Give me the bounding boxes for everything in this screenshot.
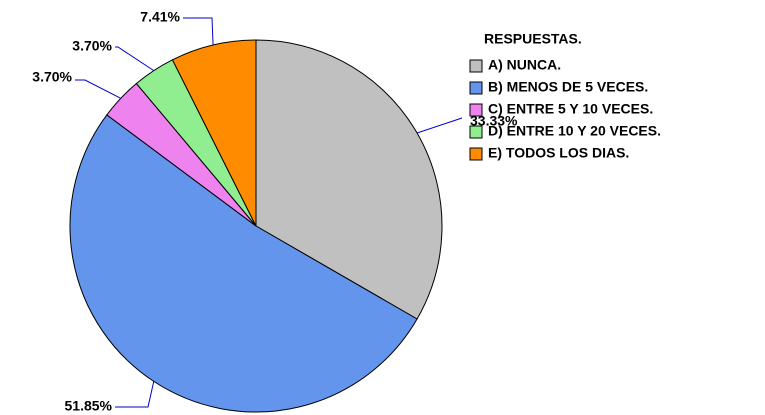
legend-title: RESPUESTAS. (484, 31, 582, 47)
legend-swatch (469, 59, 483, 73)
data-label: 51.85% (65, 398, 113, 414)
data-label: 33.33% (470, 113, 518, 129)
pie-slice (255, 39, 443, 320)
legend-swatch (469, 81, 483, 95)
leader-line (115, 46, 155, 72)
data-label: 3.70% (32, 69, 72, 85)
data-label: 7.41% (140, 9, 180, 25)
legend-label: E) TODOS LOS DIAS. (488, 145, 629, 161)
legend-label: C) ENTRE 5 Y 10 VECES. (488, 101, 653, 117)
data-label: 3.70% (72, 38, 112, 54)
legend-label: B) MENOS DE 5 VECES. (488, 79, 648, 95)
leader-line (183, 17, 214, 46)
legend-swatch (469, 125, 483, 139)
legend-swatch (469, 147, 483, 161)
pie-slice (171, 39, 257, 227)
legend-swatch (469, 103, 483, 117)
leader-line (115, 381, 155, 408)
legend-label: D) ENTRE 10 Y 20 VECES. (488, 123, 661, 139)
legend-label: A) NUNCA. (488, 57, 561, 73)
pie-slice (69, 114, 418, 413)
leader-line (75, 79, 121, 99)
leader-line (416, 117, 463, 134)
